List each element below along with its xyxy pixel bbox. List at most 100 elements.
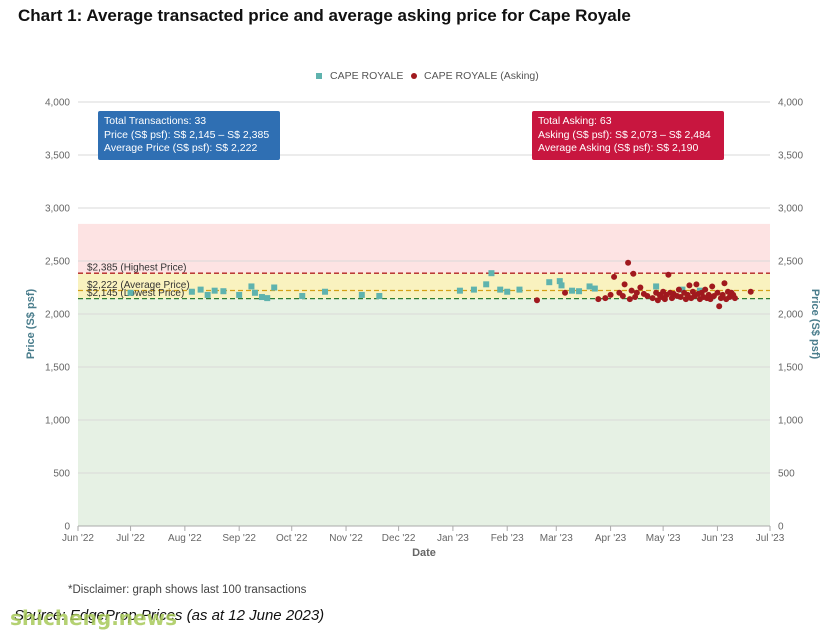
asking-average-price: Average Asking (S$ psf): S$ 2,190 [538, 142, 699, 154]
transaction-point [248, 283, 255, 290]
asking-point [633, 289, 640, 296]
transaction-point [556, 278, 563, 285]
asking-summary-box: Total Asking: 63 Asking (S$ psf): S$ 2,0… [532, 111, 724, 160]
x-tick-label: Jan '23 [437, 533, 469, 544]
asking-point [714, 289, 721, 296]
transaction-point [127, 289, 134, 296]
transaction-point [264, 295, 271, 302]
x-tick-label: Jun '23 [701, 533, 733, 544]
y-axis-title-left: Price (S$ psf) [25, 289, 37, 360]
asking-point [533, 297, 540, 304]
legend-marker-asking [411, 73, 417, 79]
chart-heading: Chart 1: Average transacted price and av… [18, 6, 631, 25]
asking-point [731, 295, 738, 302]
asking-point [595, 296, 602, 303]
transaction-point [197, 286, 204, 293]
x-tick-label: Nov '22 [329, 533, 363, 544]
transactions-total: Total Transactions: 33 [104, 115, 207, 127]
x-tick-label: Mar '23 [540, 533, 573, 544]
asking-point [693, 281, 700, 288]
y-tick-label-left: 3,000 [45, 204, 70, 215]
y-tick-label-left: 500 [53, 469, 70, 480]
asking-point [602, 295, 609, 302]
y-tick-label-right: 1,000 [778, 416, 803, 427]
transaction-point [211, 287, 218, 294]
asking-point [721, 280, 728, 287]
transaction-point [456, 287, 463, 294]
asking-total: Total Asking: 63 [538, 115, 612, 127]
price-band-0 [78, 223, 770, 274]
x-tick-label: Dec '22 [382, 533, 416, 544]
x-tick-label: Feb '23 [491, 533, 524, 544]
scatter-chart: 0 0 500 500 1,000 1,000 1,500 1,500 2,000 2,000 2,… [25, 70, 821, 559]
y-tick-label-left: 3,500 [45, 151, 70, 162]
asking-point [630, 270, 637, 277]
transactions-summary-box: Total Transactions: 33 Price (S$ psf): S… [98, 111, 280, 160]
x-tick-label: Jul '22 [116, 533, 145, 544]
reference-label-2: $2,145 (Lowest Price) [87, 288, 184, 299]
y-tick-label-right: 500 [778, 469, 795, 480]
asking-point [628, 287, 635, 294]
y-tick-label-right: 3,000 [778, 204, 803, 215]
transaction-point [204, 291, 211, 298]
legend-marker-transacted [316, 73, 322, 79]
y-tick-label-left: 0 [64, 522, 70, 533]
y-tick-label-right: 0 [778, 522, 784, 533]
transaction-point [504, 288, 511, 295]
transaction-point [569, 287, 576, 294]
y-tick-label-left: 1,500 [45, 363, 70, 374]
y-tick-label-left: 2,000 [45, 310, 70, 321]
transaction-point [586, 283, 593, 290]
source-text: Source: EdgeProp Prices (as at 12 June 2… [14, 607, 325, 624]
reference-label-0: $2,385 (Highest Price) [87, 263, 187, 274]
asking-point [709, 283, 716, 290]
y-tick-label-right: 4,000 [778, 98, 803, 109]
transaction-point [546, 279, 553, 286]
y-axis-title-right: Price (S$ psf) [809, 289, 821, 360]
transaction-point [576, 288, 583, 295]
transaction-point [271, 284, 278, 291]
asking-point [619, 292, 626, 299]
y-tick-label-left: 4,000 [45, 98, 70, 109]
transaction-point [236, 291, 243, 298]
transaction-point [488, 270, 495, 277]
x-tick-label: Sep '22 [222, 533, 256, 544]
transaction-point [591, 285, 598, 292]
asking-point [747, 288, 754, 295]
transaction-point [251, 289, 258, 296]
x-tick-label: Aug '22 [168, 533, 202, 544]
asking-point [611, 273, 618, 280]
asking-point [719, 291, 726, 298]
asking-point [637, 284, 644, 291]
y-tick-label-right: 2,000 [778, 310, 803, 321]
asking-point [649, 295, 656, 302]
asking-point [675, 286, 682, 293]
y-tick-label-left: 1,000 [45, 416, 70, 427]
asking-point [607, 291, 614, 298]
asking-point [621, 281, 628, 288]
x-tick-label: Jul '23 [756, 533, 785, 544]
x-tick-label: Oct '22 [276, 533, 308, 544]
x-tick-label: Jun '22 [62, 533, 94, 544]
asking-price-range: Asking (S$ psf): S$ 2,073 – S$ 2,484 [538, 128, 711, 141]
asking-point [626, 296, 633, 303]
transaction-point [653, 283, 660, 290]
asking-point [562, 289, 569, 296]
transactions-average-price: Average Price (S$ psf): S$ 2,222 [104, 142, 258, 154]
y-tick-label-left: 2,500 [45, 257, 70, 268]
transaction-point [258, 294, 265, 301]
y-tick-label-right: 2,500 [778, 257, 803, 268]
transaction-point [376, 292, 383, 299]
transaction-point [558, 282, 565, 289]
watermark: shicheng.news [10, 606, 177, 630]
transactions-price-range: Price (S$ psf): S$ 2,145 – S$ 2,385 [104, 128, 270, 141]
y-tick-label-right: 3,500 [778, 151, 803, 162]
reference-label-1: $2,222 (Average Price) [87, 280, 190, 291]
transaction-point [322, 288, 329, 295]
asking-point [644, 292, 651, 299]
asking-point [716, 303, 723, 310]
transaction-point [220, 288, 227, 295]
asking-point [702, 286, 709, 293]
asking-point [665, 271, 672, 278]
disclaimer-text: *Disclaimer: graph shows last 100 transa… [68, 584, 307, 596]
